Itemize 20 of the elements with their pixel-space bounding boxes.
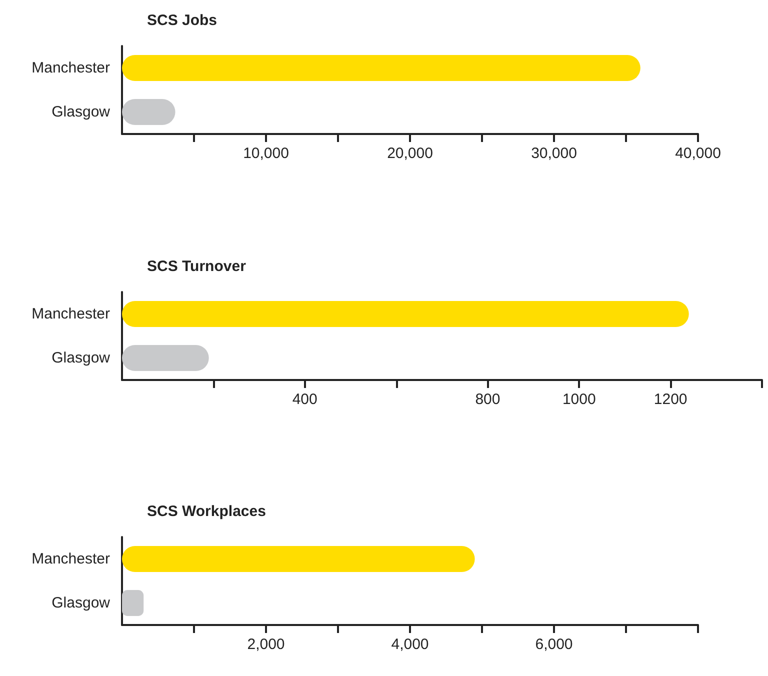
x-tick-label: 800 [475,391,500,408]
chart-title: SCS Workplaces [147,503,266,520]
y-tick-label: Glasgow [52,104,110,120]
x-tick-label: 20,000 [387,145,433,162]
x-tick-label: 400 [292,391,318,408]
chart-title: SCS Turnover [147,258,246,275]
y-tick-label: Manchester [32,306,110,322]
y-tick-label: Glasgow [52,350,110,366]
y-tick-label: Manchester [32,60,110,76]
x-tick-label: 10,000 [243,145,289,162]
x-tick-label: 4,000 [391,636,429,653]
x-tick-label: 1200 [654,391,688,408]
x-tick-label: 30,000 [531,145,577,162]
y-tick-label: Glasgow [52,594,110,612]
x-tick-label: 40,000 [675,145,721,162]
x-tick-label: 2,000 [247,636,285,653]
chart-title: SCS Jobs [147,12,218,29]
y-tick-label: Manchester [32,550,110,568]
x-tick-label: 1000 [562,391,596,408]
x-tick-label: 6,000 [535,636,573,653]
